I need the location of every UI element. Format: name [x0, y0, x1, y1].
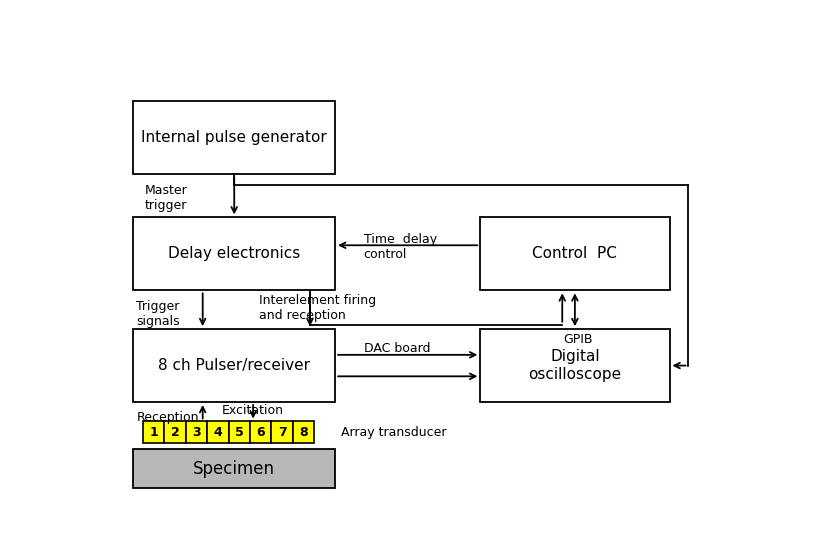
Bar [164, 421, 186, 443]
Bar [133, 329, 335, 402]
Bar [142, 421, 164, 443]
Bar [186, 421, 207, 443]
Text: 3: 3 [192, 426, 201, 439]
Bar [133, 217, 335, 290]
Text: DAC board: DAC board [364, 342, 430, 355]
Text: 6: 6 [256, 426, 265, 439]
Bar [207, 421, 229, 443]
Bar [271, 421, 293, 443]
Text: Master
trigger: Master trigger [145, 184, 187, 212]
Text: 2: 2 [171, 426, 179, 439]
Text: 8 ch Pulser/receiver: 8 ch Pulser/receiver [158, 358, 310, 373]
Text: Internal pulse generator: Internal pulse generator [142, 131, 327, 145]
Text: 4: 4 [213, 426, 222, 439]
Text: GPIB: GPIB [563, 333, 593, 347]
Text: Reception: Reception [137, 411, 199, 424]
Text: 7: 7 [278, 426, 287, 439]
Text: Trigger
signals: Trigger signals [137, 300, 180, 328]
Text: Digital
oscilloscope: Digital oscilloscope [528, 349, 621, 382]
Bar [133, 449, 335, 488]
Text: Interelement firing
and reception: Interelement firing and reception [260, 294, 377, 321]
Bar [250, 421, 271, 443]
Text: Array transducer: Array transducer [342, 426, 447, 439]
Bar [133, 102, 335, 174]
Bar [480, 217, 669, 290]
Text: 1: 1 [149, 426, 158, 439]
Text: Delay electronics: Delay electronics [168, 247, 300, 261]
Text: Control  PC: Control PC [532, 247, 617, 261]
Bar [229, 421, 250, 443]
Text: Excitation: Excitation [221, 404, 283, 417]
Bar [480, 329, 669, 402]
Text: Time  delay
control: Time delay control [364, 233, 436, 261]
Text: 5: 5 [235, 426, 243, 439]
Bar [293, 421, 314, 443]
Text: 8: 8 [300, 426, 308, 439]
Text: Specimen: Specimen [193, 460, 275, 478]
